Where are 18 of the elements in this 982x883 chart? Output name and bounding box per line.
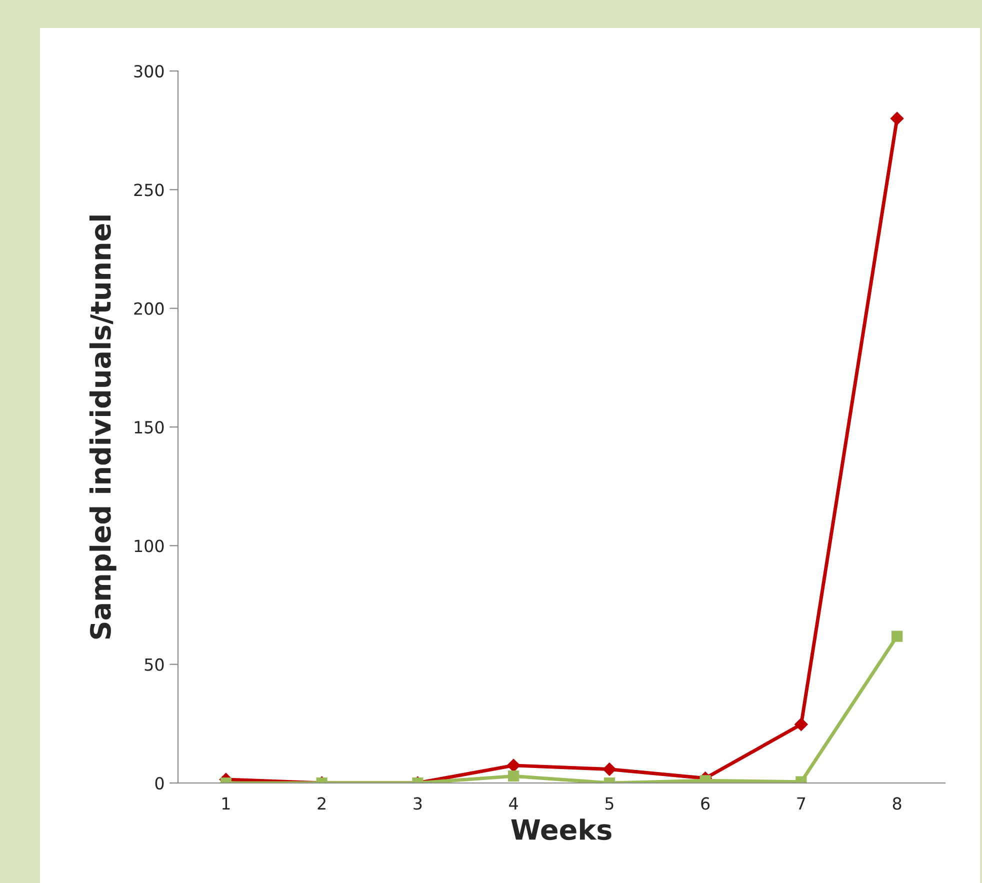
x-tick-label: 7: [797, 797, 806, 810]
x-axis-title: Weeks: [511, 818, 612, 840]
y-axis-title: Sampled individuals/tunnel: [89, 216, 116, 639]
x-tick-label: 3: [414, 797, 422, 810]
x-tick-label: 2: [318, 797, 326, 810]
point: [890, 112, 904, 126]
y-tick-label: 200: [134, 302, 164, 315]
y-tick-label: 300: [134, 64, 164, 78]
y-tick-label: 150: [134, 420, 164, 434]
x-tick-label: 1: [222, 797, 230, 810]
y-tick-label: 50: [144, 658, 164, 671]
y-tick-label: 100: [134, 540, 164, 552]
x-tick-label: 4: [509, 797, 518, 810]
x-tick-label: 8: [892, 797, 902, 810]
x-tick-label: 5: [605, 797, 614, 810]
y-tick-label: 0: [155, 776, 164, 790]
x-tick-label: 6: [701, 797, 710, 810]
y-tick-label: 250: [134, 184, 164, 196]
